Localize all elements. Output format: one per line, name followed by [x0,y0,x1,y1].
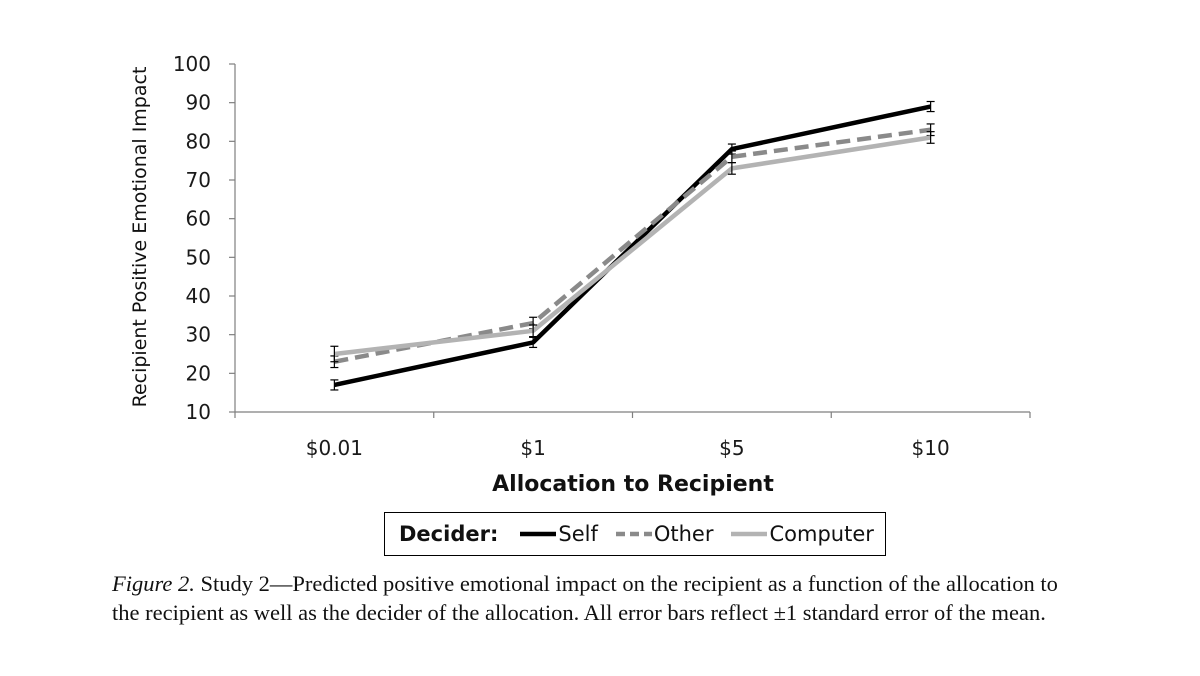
y-tick-label: 20 [186,361,211,385]
y-tick-label: 60 [186,207,211,231]
y-tick-label: 10 [186,400,211,424]
series-computer [330,131,935,363]
y-tick-label: 80 [186,129,211,153]
error-bar-computer [727,162,736,175]
legend-swatch-self [520,531,557,537]
y-tick-label: 30 [186,323,211,347]
error-bar-computer [926,131,935,144]
error-bar-self [330,379,339,391]
x-tick-label: $1 [520,436,545,460]
caption-text: Study 2—Predicted positive emotional imp… [112,571,1058,625]
legend-item-computer: Computer [729,522,874,546]
chart-legend: Decider: Self Other Computer [384,512,886,556]
line-chart: 10 20 30 40 50 60 70 80 90 100 $0.01 $1 $5 $10 Alloca… [129,52,1031,497]
error-bar-computer [330,345,339,363]
legend-swatch-other [615,531,652,537]
chart-series [330,100,935,391]
y-tick-label: 40 [186,284,211,308]
y-tick-label: 90 [186,91,211,115]
legend-item-other: Other [614,522,714,546]
error-bar-self [529,336,538,349]
figure-caption: Figure 2. Study 2—Predicted positive emo… [112,569,1072,627]
y-tick-label: 50 [186,245,211,269]
x-axis-title: Allocation to Recipient [492,472,774,497]
series-self [330,100,935,391]
error-bar-computer [529,324,538,338]
legend-swatch-computer [731,531,768,537]
x-tick-label: $10 [912,436,950,460]
y-tick-label: 100 [173,52,211,76]
x-tick-label: $0.01 [306,436,363,460]
error-bar-self [926,100,935,113]
y-tick-label: 70 [186,168,211,192]
legend-title: Decider: [399,522,499,546]
legend-item-self: Self [518,522,598,546]
series-line-computer [334,135,931,357]
x-tick-label: $5 [719,436,744,460]
legend-label-computer: Computer [769,522,874,546]
legend-label-self: Self [558,522,598,546]
chart-axes: 10 20 30 40 50 60 70 80 90 100 $0.01 $1 $5 $10 [173,52,1031,460]
caption-figure-label: Figure 2. [112,571,195,596]
legend-label-other: Other [653,522,714,546]
y-axis-title: Recipient Positive Emotional Impact [129,67,151,408]
series-line-self [333,104,932,388]
